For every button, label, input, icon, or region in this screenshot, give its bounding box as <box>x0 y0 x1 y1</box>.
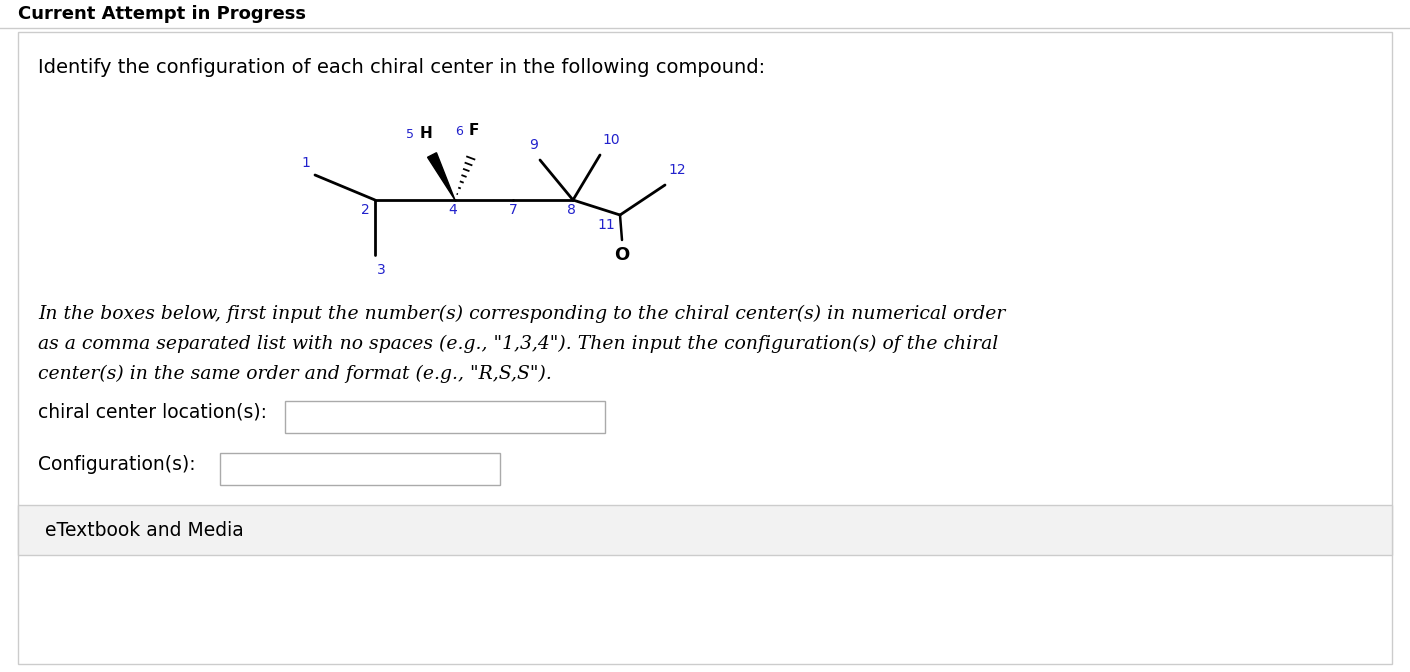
Text: as a comma separated list with no spaces (e.g., "1,3,4"). Then input the configu: as a comma separated list with no spaces… <box>38 335 998 353</box>
Text: 5: 5 <box>406 128 415 141</box>
Text: F: F <box>470 123 479 138</box>
Text: eTextbook and Media: eTextbook and Media <box>45 521 244 540</box>
Text: Configuration(s):: Configuration(s): <box>38 455 196 474</box>
Text: In the boxes below, first input the number(s) corresponding to the chiral center: In the boxes below, first input the numb… <box>38 305 1005 323</box>
Text: Current Attempt in Progress: Current Attempt in Progress <box>18 5 306 23</box>
Text: 4: 4 <box>448 203 457 217</box>
Text: 12: 12 <box>668 163 685 177</box>
Text: 6: 6 <box>455 125 462 138</box>
Text: O: O <box>615 246 630 264</box>
Text: center(s) in the same order and format (e.g., "R,S,S").: center(s) in the same order and format (… <box>38 365 551 383</box>
FancyBboxPatch shape <box>18 32 1392 664</box>
Text: H: H <box>420 126 433 141</box>
Text: 9: 9 <box>529 138 539 152</box>
FancyBboxPatch shape <box>18 505 1392 555</box>
Text: 3: 3 <box>376 263 386 277</box>
Polygon shape <box>427 153 455 200</box>
FancyBboxPatch shape <box>285 401 605 433</box>
FancyBboxPatch shape <box>220 453 501 485</box>
Text: 7: 7 <box>509 203 517 217</box>
Text: 8: 8 <box>567 203 575 217</box>
Text: 1: 1 <box>302 156 310 170</box>
Text: 10: 10 <box>602 133 619 147</box>
Text: chiral center location(s):: chiral center location(s): <box>38 403 266 422</box>
Text: 2: 2 <box>361 203 369 217</box>
Text: Identify the configuration of each chiral center in the following compound:: Identify the configuration of each chira… <box>38 58 766 77</box>
Text: 11: 11 <box>598 218 615 232</box>
